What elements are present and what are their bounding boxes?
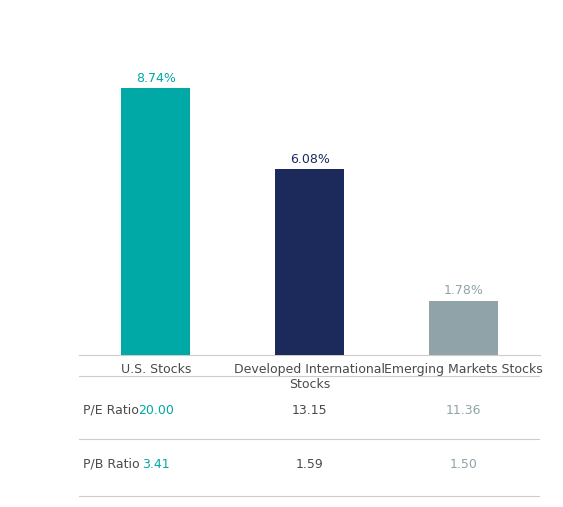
Text: P/E Ratio: P/E Ratio xyxy=(83,404,139,417)
Text: P/B Ratio: P/B Ratio xyxy=(83,458,140,471)
Text: 11.36: 11.36 xyxy=(446,404,481,417)
Text: 3.41: 3.41 xyxy=(142,458,169,471)
Bar xyxy=(121,88,190,355)
Bar xyxy=(275,169,345,355)
Text: 6.08%: 6.08% xyxy=(290,153,329,166)
Text: 1.50: 1.50 xyxy=(450,458,477,471)
Bar xyxy=(429,301,498,355)
Text: 20.00: 20.00 xyxy=(138,404,174,417)
Text: 1.59: 1.59 xyxy=(296,458,324,471)
Text: 13.15: 13.15 xyxy=(292,404,328,417)
Text: 8.74%: 8.74% xyxy=(136,71,176,85)
Text: 1.78%: 1.78% xyxy=(444,284,484,297)
